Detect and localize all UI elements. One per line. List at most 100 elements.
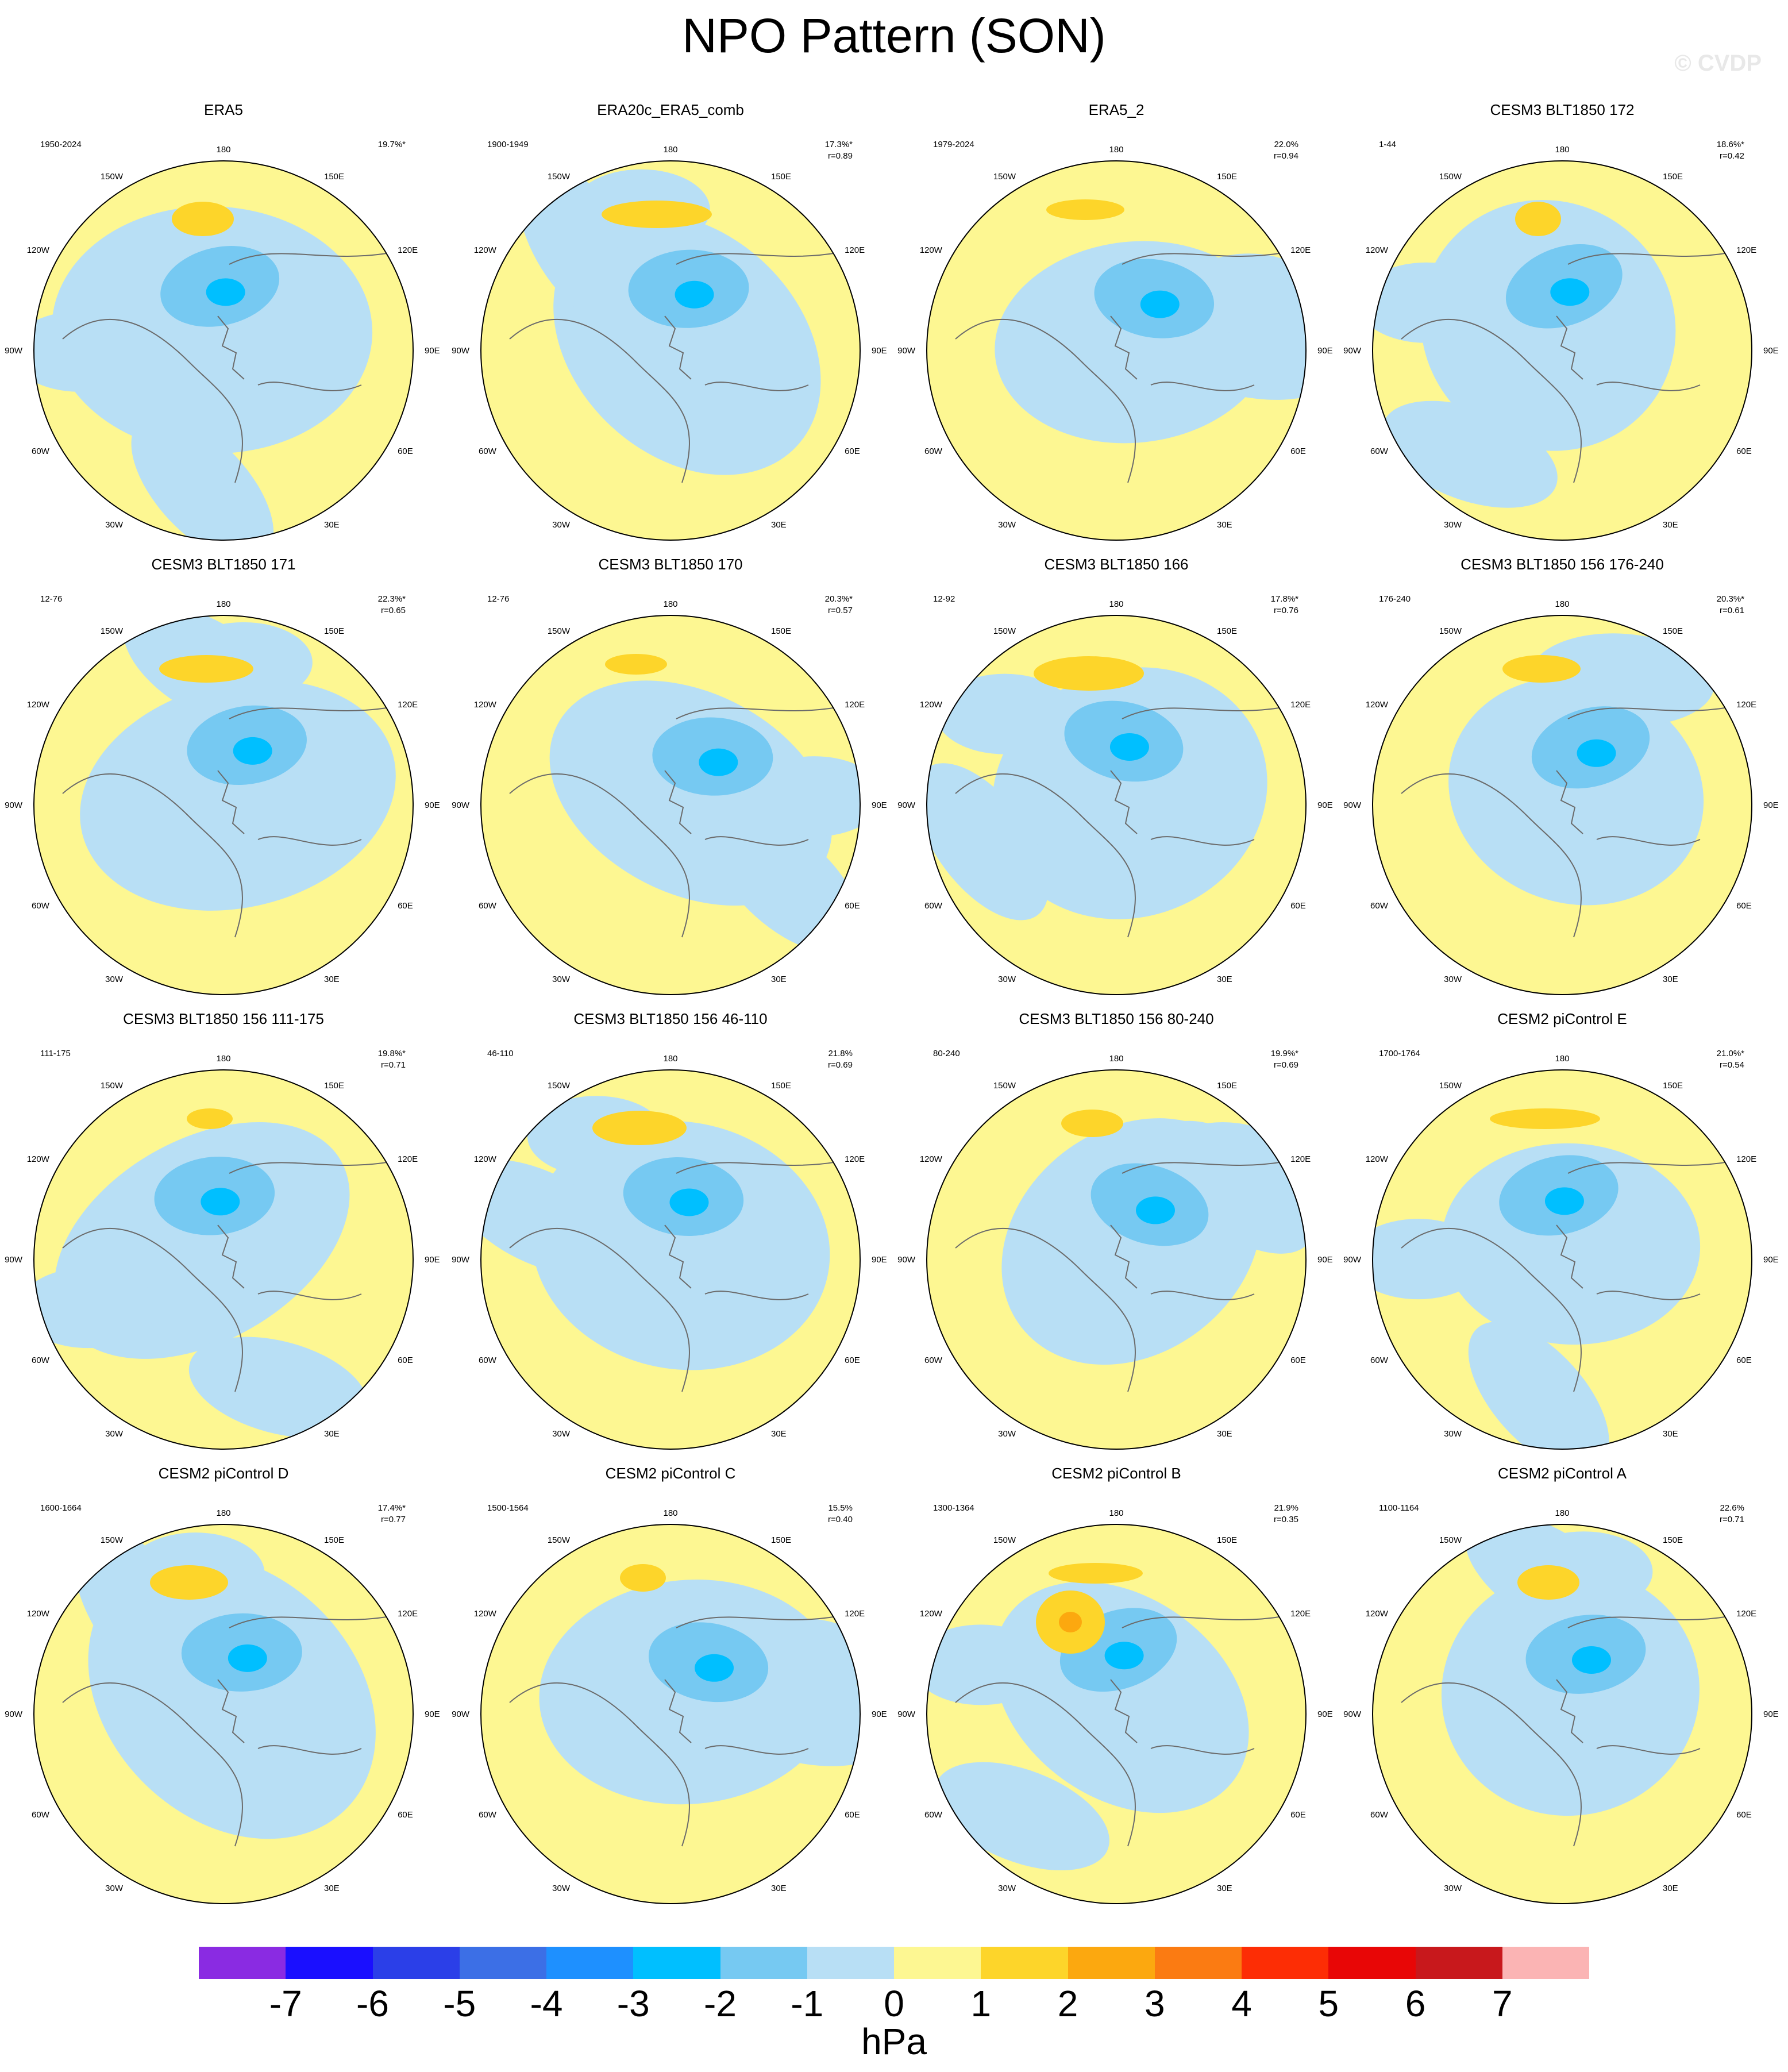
panel-correlation: r=0.71 xyxy=(1720,1515,1744,1524)
longitude-label: 90W xyxy=(452,1255,470,1265)
longitude-label: 120W xyxy=(1366,245,1389,255)
longitude-label: 60E xyxy=(1290,1810,1306,1820)
map-panel: ERA5_2180150E120E90E60E30E030W60W90W120W… xyxy=(893,101,1340,555)
longitude-label: 30E xyxy=(324,1884,340,1893)
colorbar-units: hPa xyxy=(861,2021,927,2062)
longitude-label: 90E xyxy=(872,1709,887,1719)
longitude-label: 60E xyxy=(845,901,860,911)
colorbar-tick: -3 xyxy=(616,1983,650,2024)
longitude-label: 150W xyxy=(548,1535,571,1545)
longitude-label: 90E xyxy=(1317,1709,1333,1719)
panel-title: CESM3 BLT1850 171 xyxy=(151,556,296,573)
longitude-label: 150W xyxy=(101,1535,124,1545)
longitude-label: 30W xyxy=(1444,1429,1462,1439)
longitude-label: 30W xyxy=(552,520,571,530)
panel-years: 1100-1164 xyxy=(1379,1503,1419,1513)
longitude-label: 30W xyxy=(552,975,571,984)
colorbar-box xyxy=(1328,1947,1416,1979)
longitude-label: 120W xyxy=(27,1154,50,1164)
longitude-label: 60W xyxy=(1370,446,1389,456)
longitude-label: 30E xyxy=(1217,975,1232,984)
longitude-label: 30E xyxy=(324,975,340,984)
panel-variance-percent: 17.8%* xyxy=(1271,594,1299,604)
longitude-label: 150W xyxy=(993,1081,1016,1091)
longitude-label: 120E xyxy=(845,245,865,255)
longitude-label: 90E xyxy=(872,1255,887,1265)
longitude-label: 150E xyxy=(771,1081,791,1091)
longitude-label: 60E xyxy=(1736,446,1752,456)
panel-years: 1600-1664 xyxy=(40,1503,82,1513)
longitude-label: 180 xyxy=(216,1054,230,1064)
panel-grid: ERA5180150E120E90E60E30E030W60W90W120W15… xyxy=(5,101,1786,1904)
longitude-label: 150E xyxy=(1217,172,1237,182)
colorbar xyxy=(199,1947,1589,1979)
longitude-label: 90W xyxy=(1343,346,1362,356)
longitude-label: 120E xyxy=(1290,700,1311,710)
longitude-label: 120W xyxy=(474,700,497,710)
longitude-label: 150W xyxy=(993,172,1016,182)
longitude-label: 60E xyxy=(845,446,860,456)
map-panel: CESM3 BLT1850 172180150E120E90E60E30E030… xyxy=(1339,101,1786,555)
panel-title: CESM3 BLT1850 172 xyxy=(1490,101,1635,118)
longitude-label: 90E xyxy=(1763,1255,1779,1265)
panel-variance-percent: 21.9% xyxy=(1274,1503,1298,1513)
longitude-label: 60W xyxy=(479,1810,497,1820)
panel-years: 1700-1764 xyxy=(1379,1049,1420,1058)
longitude-label: 150E xyxy=(324,172,344,182)
colorbar-box xyxy=(1068,1947,1155,1979)
panel-correlation: r=0.40 xyxy=(828,1515,853,1524)
colorbar-box xyxy=(372,1947,460,1979)
longitude-label: 120E xyxy=(845,1609,865,1619)
panel-variance-percent: 22.6% xyxy=(1720,1503,1744,1513)
longitude-label: 180 xyxy=(1109,145,1123,155)
longitude-label: 90W xyxy=(5,346,23,356)
longitude-label: 90W xyxy=(1343,1709,1362,1719)
longitude-label: 180 xyxy=(1109,599,1123,609)
longitude-label: 60W xyxy=(1370,1810,1389,1820)
map-panel: CESM2 piControl B180150E120E90E60E30E030… xyxy=(893,1465,1340,1919)
longitude-label: 150E xyxy=(1663,1535,1683,1545)
panel-title: CESM3 BLT1850 156 176-240 xyxy=(1461,556,1664,573)
longitude-label: 150E xyxy=(1217,1535,1237,1545)
colorbar-tick: 7 xyxy=(1492,1983,1513,2024)
longitude-label: 120W xyxy=(27,245,50,255)
panel-title: CESM3 BLT1850 156 111-175 xyxy=(123,1010,324,1027)
longitude-label: 90E xyxy=(425,1255,440,1265)
longitude-label: 150E xyxy=(1663,172,1683,182)
panel-variance-percent: 15.5% xyxy=(828,1503,853,1513)
longitude-label: 150W xyxy=(101,172,124,182)
colorbar-box xyxy=(807,1947,894,1979)
longitude-label: 150W xyxy=(101,1081,124,1091)
longitude-label: 150W xyxy=(101,626,124,636)
longitude-label: 60E xyxy=(1290,901,1306,911)
longitude-label: 60E xyxy=(398,1355,413,1365)
longitude-label: 90E xyxy=(425,800,440,810)
colorbar-box xyxy=(720,1947,807,1979)
longitude-label: 30W xyxy=(1444,520,1462,530)
panel-years: 12-92 xyxy=(933,594,955,604)
colorbar-tick: -2 xyxy=(704,1983,737,2024)
panel-variance-percent: 20.3%* xyxy=(825,594,853,604)
longitude-label: 120W xyxy=(1366,700,1389,710)
panel-title: CESM2 piControl C xyxy=(605,1465,736,1482)
longitude-label: 60W xyxy=(32,1810,50,1820)
longitude-label: 30W xyxy=(105,520,124,530)
longitude-label: 120W xyxy=(27,1609,50,1619)
longitude-label: 180 xyxy=(216,599,230,609)
longitude-label: 120W xyxy=(920,1154,943,1164)
longitude-label: 90E xyxy=(425,346,440,356)
map-panel: CESM2 piControl C180150E120E90E60E30E030… xyxy=(447,1465,894,1919)
longitude-label: 120E xyxy=(398,700,418,710)
panel-variance-percent: 21.8% xyxy=(828,1049,853,1058)
longitude-label: 150W xyxy=(993,626,1016,636)
colorbar-tick: 2 xyxy=(1057,1983,1078,2024)
panel-variance-percent: 21.0%* xyxy=(1717,1049,1745,1058)
longitude-label: 120W xyxy=(474,1609,497,1619)
polar-map: 180150E120E90E60E30E030W60W90W120W150W15… xyxy=(452,1503,887,1904)
longitude-label: 60W xyxy=(1370,1355,1389,1365)
longitude-label: 120W xyxy=(27,700,50,710)
longitude-label: 60W xyxy=(32,446,50,456)
panel-variance-percent: 17.4%* xyxy=(378,1503,406,1513)
figure-title: NPO Pattern (SON) xyxy=(682,9,1106,63)
panel-years: 1900-1949 xyxy=(487,140,529,149)
